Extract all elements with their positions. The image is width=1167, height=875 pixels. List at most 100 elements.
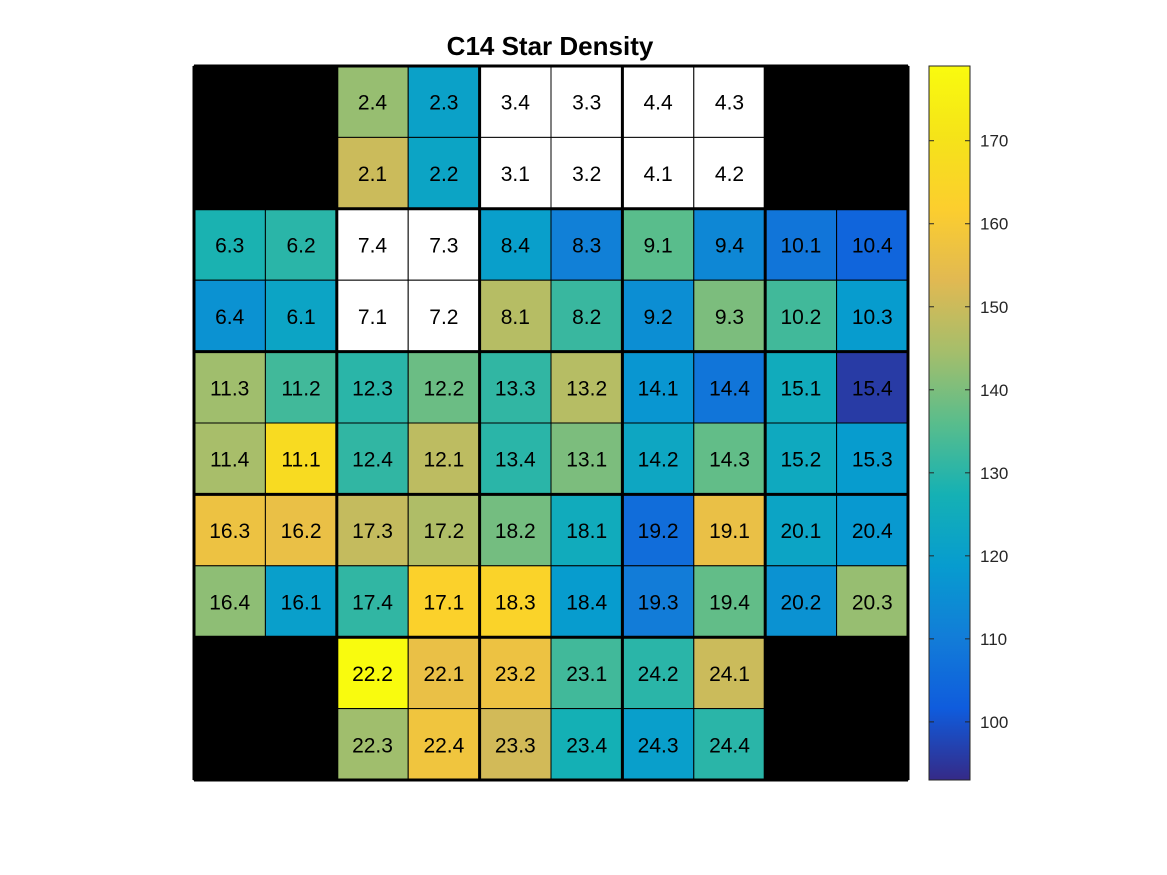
heatmap-cell <box>550 565 623 638</box>
cell-label: 11.4 <box>210 449 250 472</box>
heatmap-cell <box>336 65 409 138</box>
heatmap-cell <box>479 636 552 710</box>
cell-label: 3.2 <box>572 163 601 186</box>
cell-label: 22.1 <box>423 663 464 686</box>
heatmap-cell <box>836 565 909 638</box>
heatmap-cell <box>336 708 409 781</box>
cell-label: 11.3 <box>210 377 249 400</box>
cell-label: 18.4 <box>566 592 607 615</box>
cell-label: 3.3 <box>572 92 601 115</box>
cell-label: 20.3 <box>852 592 893 615</box>
cell-label: 10.1 <box>780 235 821 258</box>
heatmap-cell <box>550 136 623 210</box>
cell-label: 13.2 <box>566 377 607 400</box>
heatmap-cell <box>193 279 266 353</box>
heatmap-cell <box>693 351 766 424</box>
heatmap-cell-empty <box>764 636 838 710</box>
heatmap-cell <box>407 565 481 638</box>
cell-label: 19.4 <box>709 592 750 615</box>
cell-label: 2.2 <box>429 163 458 186</box>
heatmap-cell <box>336 422 409 495</box>
cell-label: 14.3 <box>709 449 750 472</box>
colorbar-tick-label: 170 <box>980 132 1008 151</box>
heatmap-cell <box>693 136 766 210</box>
cell-label: 18.2 <box>495 520 536 543</box>
cell-label: 11.2 <box>281 377 320 400</box>
heatmap-cell <box>764 208 838 281</box>
colorbar-tick-label: 160 <box>980 215 1008 234</box>
cell-label: 23.1 <box>566 663 607 686</box>
cell-label: 16.1 <box>281 592 322 615</box>
heatmap-cell <box>621 279 695 353</box>
heatmap-cell-empty <box>836 708 909 781</box>
cell-label: 12.3 <box>352 377 393 400</box>
cell-label: 18.3 <box>495 592 536 615</box>
cell-label: 12.1 <box>423 449 464 472</box>
cell-label: 19.1 <box>709 520 750 543</box>
cell-label: 13.3 <box>495 377 536 400</box>
colorbar-tick-label: 150 <box>980 298 1008 317</box>
cell-label: 4.2 <box>715 163 744 186</box>
heatmap-cell <box>550 65 623 138</box>
colorbar-tick-label: 130 <box>980 464 1008 483</box>
heatmap-cell-empty <box>264 708 338 781</box>
cell-label: 17.1 <box>423 592 464 615</box>
heatmap-cell <box>621 208 695 281</box>
heatmap-cell <box>407 636 481 710</box>
heatmap-cell <box>621 708 695 781</box>
heatmap-cell <box>693 208 766 281</box>
heatmap-cell-empty <box>836 136 909 210</box>
cell-label: 22.4 <box>423 734 464 757</box>
cell-label: 20.2 <box>780 592 821 615</box>
heatmap-cell-empty <box>836 65 909 138</box>
cell-label: 24.4 <box>709 734 750 757</box>
cell-label: 24.3 <box>638 734 679 757</box>
heatmap-cell <box>693 708 766 781</box>
heatmap-cell-empty <box>836 636 909 710</box>
heatmap-cell <box>336 351 409 424</box>
heatmap-cell-empty <box>264 65 338 138</box>
colorbar-tick-label: 110 <box>980 630 1007 649</box>
cell-label: 17.3 <box>352 520 393 543</box>
heatmap-cell-empty <box>764 65 838 138</box>
colorbar-tick-label: 120 <box>980 547 1008 566</box>
cell-label: 6.2 <box>286 235 315 258</box>
cell-label: 15.4 <box>852 377 893 400</box>
heatmap-cell <box>407 136 481 210</box>
cell-label: 14.2 <box>638 449 679 472</box>
cell-label: 14.4 <box>709 377 750 400</box>
cell-label: 3.4 <box>501 92 531 115</box>
cell-label: 17.2 <box>423 520 464 543</box>
heatmap-cell <box>336 636 409 710</box>
cell-label: 22.2 <box>352 663 393 686</box>
heatmap-cell <box>550 351 623 424</box>
cell-label: 10.4 <box>852 235 893 258</box>
heatmap-cell <box>621 636 695 710</box>
heatmap-cell <box>693 565 766 638</box>
heatmap-cell <box>193 422 266 495</box>
cell-label: 19.2 <box>638 520 679 543</box>
heatmap-cell <box>479 565 552 638</box>
heatmap-cell <box>764 422 838 495</box>
cell-label: 23.2 <box>495 663 536 686</box>
colorbar: 100 110 120 130 140 150 160 170 <box>928 65 1008 781</box>
heatmap-cell <box>264 565 338 638</box>
cell-label: 13.4 <box>495 449 536 472</box>
heatmap-cell <box>621 422 695 495</box>
cell-label: 3.1 <box>501 163 530 186</box>
cell-label: 7.1 <box>358 306 387 329</box>
cell-label: 22.3 <box>352 734 393 757</box>
cell-label: 20.4 <box>852 520 893 543</box>
cell-label: 13.1 <box>566 449 607 472</box>
heatmap-cell-empty <box>193 136 266 210</box>
cell-label: 9.4 <box>715 235 745 258</box>
heatmap-cell <box>407 422 481 495</box>
cell-label: 12.4 <box>352 449 393 472</box>
cell-label: 7.2 <box>429 306 458 329</box>
heatmap-cell <box>550 636 623 710</box>
cell-label: 4.1 <box>643 163 672 186</box>
cell-label: 8.2 <box>572 306 601 329</box>
heatmap-cell <box>550 279 623 353</box>
cell-label: 4.3 <box>715 92 744 115</box>
